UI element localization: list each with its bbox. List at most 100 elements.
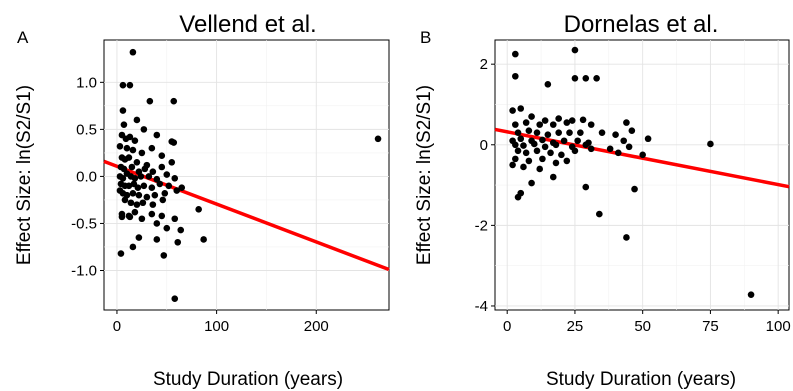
data-point	[536, 165, 544, 173]
x-tick-label: 0	[113, 318, 121, 335]
data-point	[566, 129, 573, 136]
data-point	[158, 152, 166, 160]
data-point	[512, 155, 519, 163]
y-tick-label: -0.5	[71, 215, 97, 232]
data-point	[133, 116, 141, 124]
data-point	[614, 149, 622, 157]
data-point	[587, 145, 595, 153]
panel-a-grid	[104, 40, 389, 310]
data-point	[141, 165, 149, 173]
data-point	[568, 117, 576, 124]
data-point	[177, 226, 185, 234]
data-point	[126, 133, 134, 141]
data-point	[517, 189, 525, 197]
data-point	[126, 81, 134, 89]
data-point	[119, 81, 127, 89]
data-point	[161, 190, 169, 197]
data-point	[121, 196, 129, 204]
data-point	[525, 127, 533, 134]
data-point	[120, 165, 128, 173]
data-point	[138, 215, 146, 223]
data-point	[539, 155, 546, 163]
panel-a-fit-line-group	[103, 159, 390, 272]
y-tick-label: 0	[480, 137, 488, 154]
data-point	[139, 199, 147, 207]
data-point	[163, 171, 171, 178]
data-point	[528, 113, 535, 120]
data-point	[631, 185, 638, 193]
data-point	[123, 144, 131, 152]
data-point	[168, 158, 176, 166]
data-point	[509, 161, 516, 169]
data-point	[625, 143, 633, 151]
data-point	[126, 213, 134, 221]
y-tick-label: 0.5	[76, 121, 97, 138]
data-point	[512, 121, 519, 128]
data-point	[137, 173, 145, 180]
data-point	[120, 121, 128, 128]
data-point	[131, 208, 139, 216]
x-tick-label: 50	[634, 318, 651, 335]
data-point	[628, 127, 636, 134]
data-point	[160, 252, 168, 259]
data-point	[153, 220, 161, 227]
data-point	[131, 174, 139, 182]
data-point	[574, 137, 581, 145]
data-point	[149, 168, 157, 176]
data-point	[514, 129, 522, 136]
panel-b-points	[509, 46, 755, 298]
panel-a-y-axis-label: Effect Size: ln(S2/S1)	[14, 85, 35, 265]
panel-a-title: Vellend et al.	[179, 11, 316, 38]
panel-b: B Dornelas et al. 0 25 50 75 100 -4 -2 0 2 Stud…	[414, 11, 791, 390]
data-point	[517, 105, 525, 112]
data-point	[195, 206, 202, 213]
y-tick-label: -1.0	[71, 262, 97, 279]
data-point	[547, 149, 554, 157]
data-point	[541, 117, 549, 124]
data-point	[134, 184, 142, 192]
data-point	[148, 144, 156, 152]
data-point	[644, 135, 652, 143]
data-point	[118, 213, 126, 221]
data-point	[598, 129, 606, 136]
data-point	[707, 140, 714, 148]
data-point	[374, 135, 382, 143]
data-point	[170, 139, 178, 146]
data-point	[512, 141, 519, 149]
data-point	[747, 291, 755, 298]
panel-a-x-ticks: 0 100 200	[113, 310, 329, 335]
x-tick-label: 100	[204, 318, 229, 335]
data-point	[129, 243, 137, 251]
data-point	[582, 74, 590, 82]
data-point	[135, 191, 143, 199]
data-point	[552, 141, 560, 149]
data-point	[512, 50, 519, 58]
panel-b-y-axis-label: Effect Size: ln(S2/S1)	[414, 85, 435, 265]
data-point	[165, 182, 173, 190]
data-point	[577, 129, 584, 136]
panel-a: A Vellend et al. 0 100 200 -1.0 -0.5 0.0 0.5 1…	[14, 11, 390, 390]
data-point	[200, 236, 207, 243]
data-point	[119, 107, 127, 114]
data-point	[178, 184, 186, 192]
data-point	[563, 157, 571, 165]
fit-line	[103, 159, 390, 272]
data-point	[579, 116, 587, 124]
y-tick-label: -2	[475, 217, 488, 234]
x-tick-label: 25	[567, 318, 584, 335]
panel-a-y-ticks: -1.0 -0.5 0.0 0.5 1.0	[71, 74, 104, 279]
data-point	[514, 147, 522, 155]
data-point	[146, 97, 154, 105]
data-point	[119, 174, 127, 182]
data-point	[555, 129, 562, 136]
data-point	[522, 119, 530, 126]
data-point	[138, 149, 146, 157]
data-point	[555, 115, 562, 122]
data-point	[563, 119, 571, 126]
data-point	[135, 234, 143, 241]
data-point	[533, 129, 541, 136]
data-point	[174, 238, 182, 246]
data-point	[129, 190, 137, 197]
x-tick-label: 200	[304, 318, 329, 335]
